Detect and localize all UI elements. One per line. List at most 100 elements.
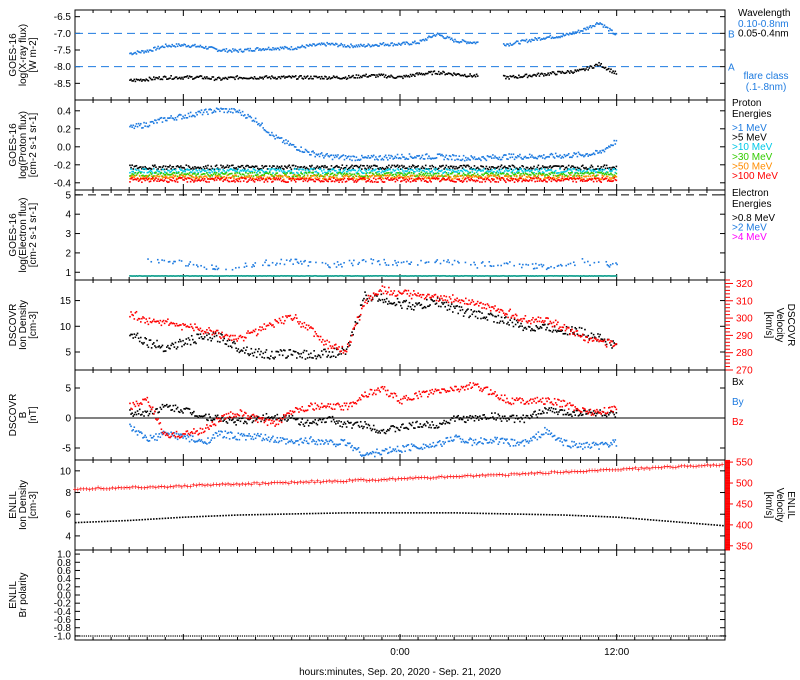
data-point xyxy=(533,275,535,277)
data-point xyxy=(413,275,415,277)
data-point xyxy=(446,168,449,171)
data-point xyxy=(205,170,207,172)
data-point xyxy=(553,274,556,277)
data-point xyxy=(279,262,281,265)
data-point xyxy=(296,175,298,178)
data-point xyxy=(294,258,297,261)
data-point xyxy=(227,76,230,79)
data-point xyxy=(590,172,593,174)
data-point xyxy=(539,73,542,75)
data-point xyxy=(292,172,295,174)
data-point xyxy=(601,66,604,68)
data-point xyxy=(333,180,336,183)
data-point xyxy=(276,350,279,353)
data-point xyxy=(481,275,483,277)
data-point xyxy=(169,347,171,350)
data-point xyxy=(298,173,300,176)
data-point xyxy=(324,348,326,351)
data-point xyxy=(338,181,340,184)
data-point xyxy=(450,178,453,181)
data-point xyxy=(576,166,579,169)
data-point xyxy=(150,177,153,180)
data-point xyxy=(274,275,276,277)
data-point xyxy=(400,172,402,174)
data-point xyxy=(233,76,235,79)
data-point xyxy=(591,168,594,171)
data-point xyxy=(385,275,388,277)
y-tick-label: 4 xyxy=(65,210,71,221)
data-point xyxy=(570,33,572,35)
data-point xyxy=(248,179,250,181)
data-point xyxy=(250,116,253,119)
data-point xyxy=(615,32,618,35)
data-point xyxy=(275,169,278,172)
data-point xyxy=(169,174,171,176)
data-point xyxy=(296,171,298,174)
data-point xyxy=(339,177,341,180)
data-point xyxy=(413,309,415,311)
data-point xyxy=(590,179,593,181)
data-point xyxy=(341,77,344,80)
data-point xyxy=(324,75,326,78)
data-point xyxy=(408,178,411,180)
data-point xyxy=(221,78,223,81)
data-point xyxy=(447,36,450,39)
data-point xyxy=(130,176,132,178)
data-point xyxy=(383,76,386,78)
data-point xyxy=(168,117,170,119)
data-point xyxy=(421,169,424,172)
data-point xyxy=(383,181,386,183)
data-point xyxy=(339,274,341,277)
data-point xyxy=(501,320,504,323)
data-point xyxy=(362,299,364,302)
data-point xyxy=(314,355,317,357)
data-point xyxy=(261,164,263,167)
data-point xyxy=(287,355,289,357)
data-point xyxy=(576,31,579,33)
data-point xyxy=(338,166,340,168)
data-point xyxy=(485,316,488,318)
data-point xyxy=(177,177,180,180)
data-point xyxy=(183,76,185,79)
data-point xyxy=(315,75,318,78)
data-point xyxy=(501,275,504,277)
data-point xyxy=(166,168,168,170)
data-point xyxy=(240,170,243,172)
data-point xyxy=(298,46,300,49)
data-point xyxy=(578,177,581,179)
data-point xyxy=(539,39,542,41)
data-point xyxy=(327,172,330,175)
data-point xyxy=(486,172,489,175)
data-point xyxy=(570,166,572,169)
data-point xyxy=(597,275,599,277)
data-point xyxy=(197,178,200,180)
data-point xyxy=(138,124,141,127)
data-point xyxy=(182,174,184,177)
data-point xyxy=(561,275,564,277)
data-point xyxy=(151,275,154,277)
data-point xyxy=(219,341,221,343)
data-point xyxy=(536,166,539,169)
data-point xyxy=(252,119,255,122)
data-point xyxy=(572,72,574,74)
data-point xyxy=(535,172,538,175)
data-point xyxy=(591,153,594,156)
data-point xyxy=(384,174,387,177)
data-point xyxy=(602,26,605,28)
data-point xyxy=(518,177,520,180)
data-point xyxy=(363,175,365,178)
data-point xyxy=(377,75,379,78)
data-point xyxy=(203,76,206,78)
data-point xyxy=(323,166,325,169)
data-point xyxy=(541,38,544,40)
data-point xyxy=(512,74,515,77)
data-point xyxy=(195,76,197,79)
data-point xyxy=(546,267,549,269)
data-point xyxy=(409,167,412,170)
data-point xyxy=(368,44,371,46)
data-point xyxy=(488,170,491,173)
data-point xyxy=(528,170,531,173)
data-point xyxy=(613,139,616,142)
data-point xyxy=(300,172,302,174)
data-point xyxy=(236,75,239,77)
